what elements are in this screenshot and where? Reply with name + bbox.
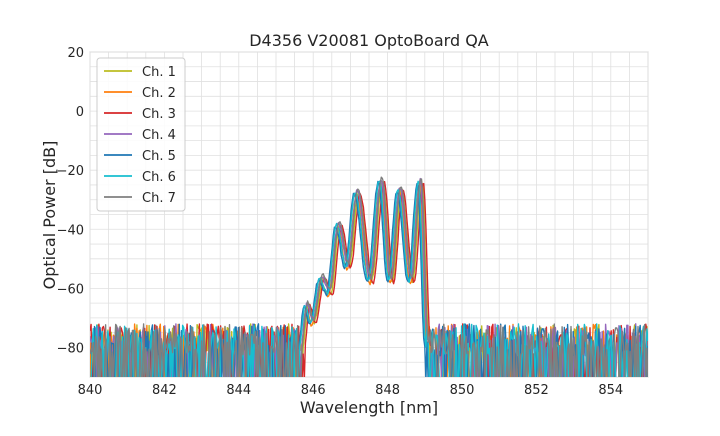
y-axis-label: Optical Power [dB] (40, 141, 59, 290)
x-tick-label: 854 (598, 383, 623, 398)
x-axis-label: Wavelength [nm] (300, 398, 438, 417)
y-tick-label: 0 (76, 105, 84, 120)
x-tick-label: 844 (226, 383, 251, 398)
y-tick-label: −40 (57, 223, 84, 238)
legend-label: Ch. 3 (142, 107, 176, 122)
legend-label: Ch. 1 (142, 65, 176, 80)
legend-label: Ch. 2 (142, 86, 176, 101)
x-tick-label: 850 (450, 383, 475, 398)
chart-title: D4356 V20081 OptoBoard QA (249, 31, 489, 50)
legend: Ch. 1 Ch. 2 Ch. 3 Ch. 4 Ch. 5 Ch. 6 Ch. 7 (96, 57, 186, 212)
legend-label: Ch. 7 (142, 191, 176, 206)
y-tick-label: −80 (57, 341, 84, 356)
y-tick-label: −60 (57, 282, 84, 297)
legend-box (96, 57, 186, 212)
x-tick-label: 842 (152, 383, 177, 398)
x-tick-label: 846 (301, 383, 326, 398)
y-tick-labels: 20 0 −20 −40 −60 −80 (57, 46, 84, 356)
legend-label: Ch. 4 (142, 128, 176, 143)
x-tick-label: 848 (375, 383, 400, 398)
series-line-7 (90, 176, 648, 377)
series-lines (90, 176, 648, 377)
x-tick-label: 840 (78, 383, 103, 398)
legend-label: Ch. 6 (142, 170, 176, 185)
x-tick-label: 852 (524, 383, 549, 398)
legend-label: Ch. 5 (142, 149, 176, 164)
y-tick-label: −20 (57, 164, 84, 179)
x-tick-labels: 840 842 844 846 848 850 852 854 (78, 383, 624, 398)
y-tick-label: 20 (67, 46, 84, 61)
